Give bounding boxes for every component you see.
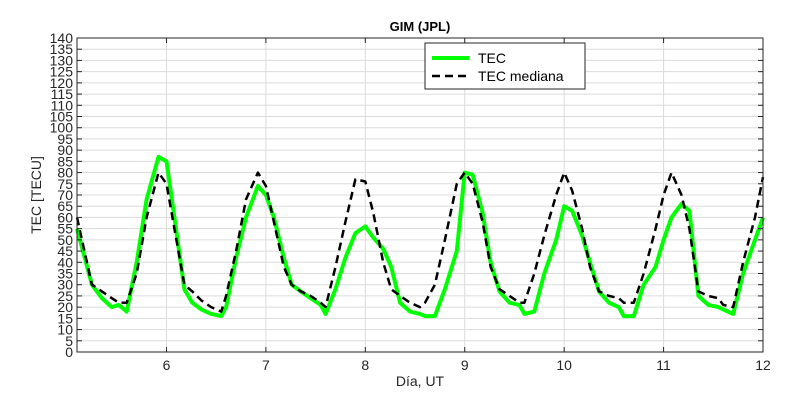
y-tick-label: 70 [57, 187, 73, 203]
x-tick-label: 6 [163, 357, 171, 373]
y-tick-label: 125 [50, 64, 74, 80]
y-tick-label: 140 [50, 30, 74, 46]
series-line-tec-mediana [75, 171, 765, 313]
grid-lines [77, 38, 763, 352]
y-tick-label: 15 [57, 310, 73, 326]
y-tick-label: 20 [57, 299, 73, 315]
x-tick-label: 12 [755, 357, 771, 373]
y-tick-label: 55 [57, 221, 73, 237]
y-tick-label: 75 [57, 176, 73, 192]
y-tick-label: 60 [57, 209, 73, 225]
y-tick-label: 80 [57, 165, 73, 181]
y-tick-label: 100 [50, 120, 74, 136]
y-tick-label: 130 [50, 52, 74, 68]
y-tick-label: 25 [57, 288, 73, 304]
x-tick-label: 10 [556, 357, 572, 373]
y-tick-label: 120 [50, 75, 74, 91]
legend-label-tec-mediana: TEC mediana [478, 68, 564, 84]
ticks [77, 37, 764, 353]
y-tick-label: 85 [57, 153, 73, 169]
x-tick-labels: 6 7 8 9 10 11 12 [163, 357, 771, 373]
y-tick-labels: 0510152025303540455055606570758085909510… [50, 30, 74, 360]
y-tick-label: 65 [57, 198, 73, 214]
x-tick-label: 11 [656, 357, 671, 373]
y-tick-label: 135 [50, 41, 74, 57]
y-tick-label: 115 [51, 86, 74, 102]
y-tick-label: 110 [51, 97, 74, 113]
y-axis-label: TEC [TECU] [28, 156, 44, 234]
x-tick-label: 8 [361, 357, 369, 373]
y-tick-label: 30 [57, 277, 73, 293]
x-tick-label: 9 [461, 357, 469, 373]
y-tick-label: 10 [57, 322, 73, 338]
x-axis-label: Día, UT [396, 373, 445, 389]
y-tick-label: 0 [65, 344, 73, 360]
y-tick-label: 105 [50, 109, 74, 125]
y-tick-label: 95 [57, 131, 73, 147]
legend-box [424, 42, 586, 90]
y-tick-label: 40 [57, 254, 73, 270]
y-tick-label: 45 [57, 243, 73, 259]
x-tick-label: 7 [262, 357, 270, 373]
y-tick-label: 50 [57, 232, 73, 248]
legend-label-tec: TEC [478, 50, 506, 66]
y-tick-label: 90 [57, 142, 73, 158]
legend: TEC TEC mediana [424, 42, 586, 90]
y-tick-label: 35 [57, 266, 73, 282]
chart-title: GIM (JPL) [390, 19, 451, 34]
y-tick-label: 5 [65, 333, 73, 349]
series-layer [75, 154, 765, 319]
series-line-tec [75, 154, 765, 319]
